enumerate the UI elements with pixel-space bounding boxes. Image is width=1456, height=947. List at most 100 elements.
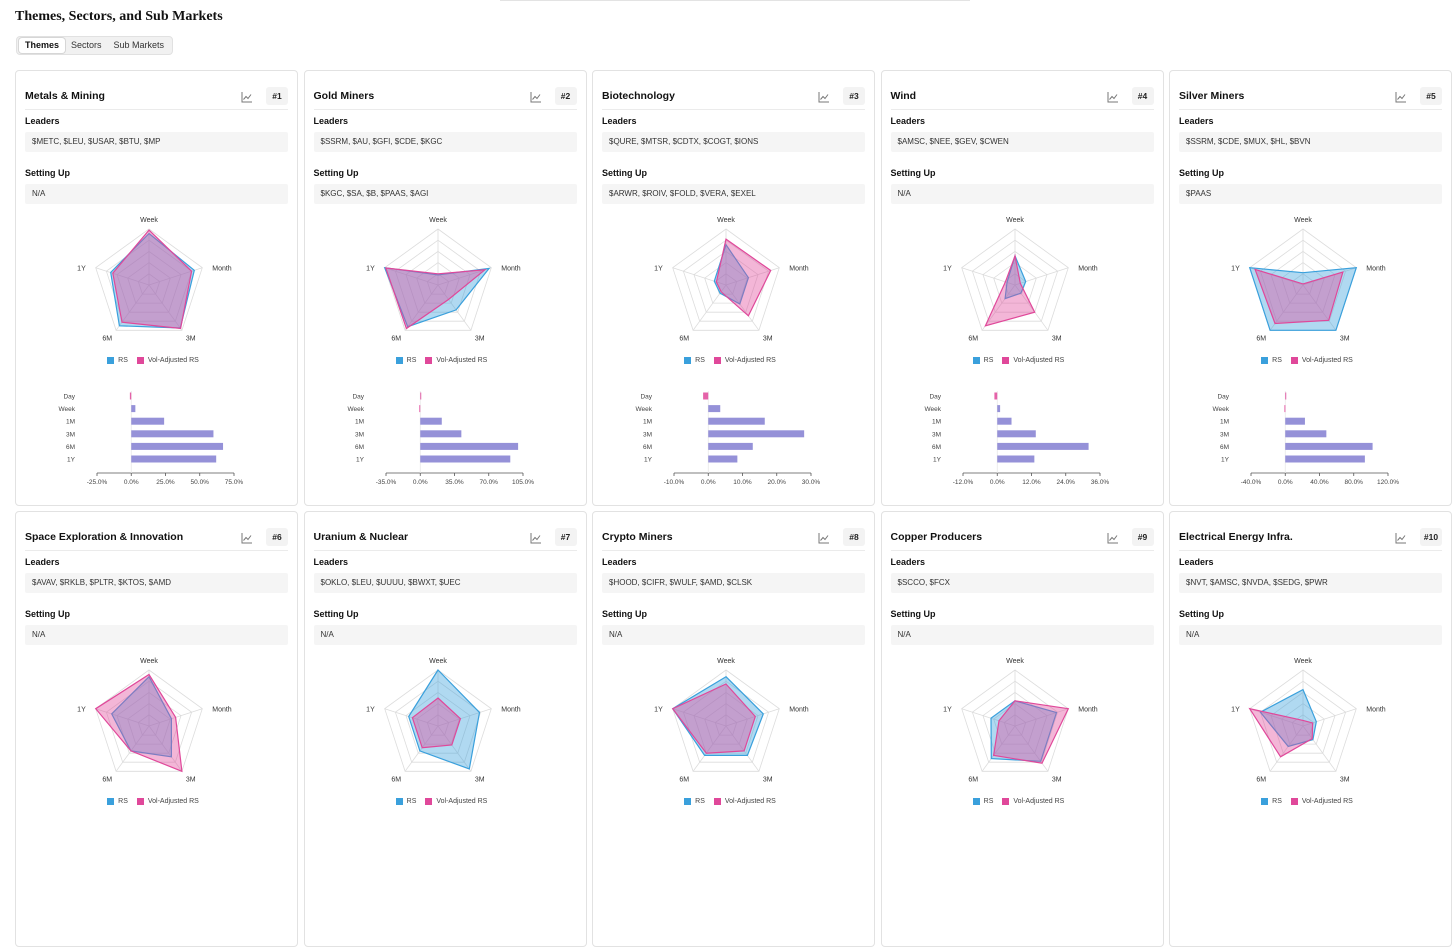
bar [1285, 442, 1373, 450]
radar-grid-ring [1281, 262, 1325, 304]
radar-spoke [725, 284, 760, 331]
radar-series-vol-adjusted-rs [411, 697, 461, 749]
radar-series-rs [1003, 254, 1026, 300]
radar-spoke [981, 284, 1015, 331]
radar-spoke [437, 708, 491, 727]
chart-legend: RS Vol-Adjusted RS [1170, 798, 1451, 805]
bar [1285, 417, 1305, 425]
radar-axis-label: 1Y [1231, 266, 1240, 273]
bar-period-label: Week [924, 406, 941, 413]
bar [708, 455, 738, 463]
radar-axis-label: 1Y [366, 707, 375, 714]
legend-label-rs: RS [983, 357, 994, 364]
bar-tick-label: 0.0% [989, 479, 1004, 486]
bar-chart: Day Week 1M 3M 6M 1Y -35.0% 0.0% 35.0% 70.0% 105.0… [305, 389, 586, 489]
leaders-value: $HOOD, $CIFR, $WULF, $AMD, $CLSK [602, 573, 865, 593]
radar-grid-ring [426, 273, 449, 295]
radar-chart: Week Month 3M 6M 1Y [305, 211, 586, 371]
radar-grid-ring [394, 239, 481, 322]
bar [703, 392, 709, 400]
radar-spoke [148, 284, 183, 331]
bar-period-label: 1M [643, 419, 652, 426]
radar-axis-label: 1Y [77, 266, 86, 273]
legend-swatch-vol [136, 798, 144, 805]
chart-icon[interactable] [1394, 531, 1408, 545]
setting-up-value: N/A [890, 184, 1154, 204]
bar [708, 430, 805, 438]
bar [1285, 430, 1327, 438]
leaders-label: Leaders [1179, 557, 1214, 567]
chart-icon[interactable] [1394, 90, 1408, 104]
radar-spoke [384, 708, 438, 727]
radar-axis-label: 6M [968, 776, 978, 783]
chart-legend: RS Vol-Adjusted RS [16, 798, 297, 805]
card-title: Space Exploration & Innovation [25, 531, 184, 543]
chart-icon[interactable] [240, 531, 254, 545]
legend-label-vol: Vol-Adjusted RS [1301, 357, 1353, 364]
setting-up-label: Setting Up [890, 609, 936, 619]
rank-badge: #1 [266, 87, 288, 105]
radar-axis-label: 3M [474, 335, 484, 342]
bar-tick-label: 20.0% [768, 479, 787, 486]
chart-icon[interactable] [1106, 90, 1120, 104]
card-title: Copper Producers [890, 531, 983, 543]
radar-series-rs [1259, 688, 1317, 748]
radar-series-vol-adjusted-rs [112, 229, 193, 330]
bar [129, 392, 132, 400]
radar-spoke [1269, 284, 1304, 331]
leaders-value: $NVT, $AMSC, $NVDA, $SEDG, $PWR [1179, 573, 1442, 593]
chart-legend: RS Vol-Adjusted RS [882, 798, 1163, 805]
legend-swatch-rs [972, 798, 980, 805]
tab-sectors[interactable]: Sectors [71, 40, 102, 50]
setting-up-value: N/A [25, 184, 288, 204]
leaders-label: Leaders [313, 557, 349, 567]
bar [708, 417, 765, 425]
radar-axis-label: Week [717, 658, 735, 665]
radar-series-rs [989, 700, 1057, 762]
setting-up-label: Setting Up [890, 168, 936, 178]
radar-chart: Week Month 3M 6M 1Y [16, 211, 297, 371]
legend-label-rs: RS [406, 357, 417, 364]
bar-period-label: 3M [354, 431, 363, 438]
radar-series-rs [110, 675, 172, 758]
chart-legend: RS Vol-Adjusted RS [305, 357, 586, 364]
radar-chart: Week Month 3M 6M 1Y [16, 652, 297, 812]
theme-card: Biotechnology #3 Leaders $QURE, $MTSR, $CDT… [592, 70, 875, 506]
legend-label-rs: RS [406, 798, 417, 805]
card-title: Electrical Energy Infra. [1179, 531, 1293, 543]
chart-icon[interactable] [240, 90, 254, 104]
chart-icon[interactable] [529, 531, 543, 545]
setting-up-label: Setting Up [313, 609, 359, 619]
radar-axis-label: 6M [679, 776, 689, 783]
bar-tick-label: 0.0% [124, 479, 139, 486]
card-title: Crypto Miners [602, 531, 673, 543]
legend-swatch-rs [107, 798, 115, 805]
setting-up-label: Setting Up [602, 609, 647, 619]
radar-series-vol-adjusted-rs [384, 267, 487, 330]
radar-axis-label: 3M [186, 335, 196, 342]
bar-tick-label: 35.0% [445, 479, 464, 486]
chart-icon[interactable] [529, 90, 543, 104]
radar-spoke [148, 725, 183, 772]
radar-axis-label: Month [789, 707, 809, 714]
radar-spoke [672, 708, 727, 727]
legend-label-rs: RS [695, 357, 705, 364]
bar-period-label: Day [929, 394, 941, 401]
radar-spoke [1014, 725, 1048, 772]
bar-tick-label: -35.0% [375, 479, 396, 486]
tab-sub-markets[interactable]: Sub Markets [113, 40, 165, 50]
tab-themes[interactable]: Themes [19, 38, 66, 53]
bar-tick-label: 75.0% [225, 479, 244, 486]
chart-icon[interactable] [817, 90, 831, 104]
bar [131, 442, 224, 450]
radar-series-rs [713, 243, 750, 305]
radar-grid-ring [682, 239, 770, 322]
radar-axis-label: 1Y [943, 707, 952, 714]
radar-grid-ring [383, 228, 492, 331]
radar-grid-ring [105, 239, 193, 322]
chart-icon[interactable] [1106, 531, 1120, 545]
radar-chart: Week Month 3M 6M 1Y [882, 211, 1163, 371]
chart-icon[interactable] [817, 531, 831, 545]
bar-period-label: 1Y [67, 457, 76, 464]
radar-axis-label: 6M [102, 335, 112, 342]
